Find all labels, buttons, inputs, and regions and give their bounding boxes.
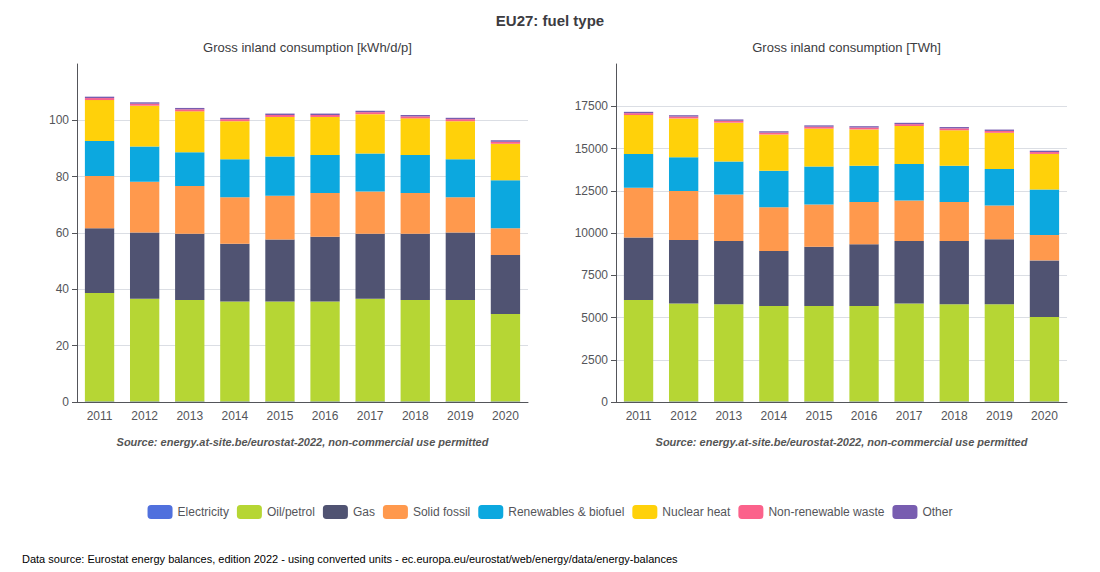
svg-text:Gross inland consumption [TWh]: Gross inland consumption [TWh] [752,40,941,55]
svg-text:Gas: Gas [353,505,375,519]
svg-text:7500: 7500 [581,268,608,282]
svg-text:Non-renewable waste: Non-renewable waste [768,505,884,519]
svg-text:10000: 10000 [575,226,609,240]
svg-text:Nuclear heat: Nuclear heat [662,505,731,519]
svg-text:100: 100 [49,113,69,127]
svg-text:2016: 2016 [851,409,878,423]
svg-text:40: 40 [56,282,70,296]
svg-text:2011: 2011 [626,409,652,423]
svg-text:Electricity: Electricity [178,505,229,519]
svg-text:2012: 2012 [131,409,158,423]
svg-text:17500: 17500 [575,99,609,113]
svg-text:2500: 2500 [581,353,608,367]
svg-text:15000: 15000 [575,142,609,156]
svg-text:Gross inland consumption [kWh/: Gross inland consumption [kWh/d/p] [203,40,412,55]
svg-text:Renewables & biofuel: Renewables & biofuel [508,505,624,519]
svg-text:2020: 2020 [492,409,519,423]
svg-text:Other: Other [922,505,952,519]
svg-text:2014: 2014 [760,409,787,423]
svg-text:12500: 12500 [575,184,609,198]
svg-text:0: 0 [601,395,608,409]
svg-text:2014: 2014 [221,409,248,423]
svg-text:2017: 2017 [357,409,384,423]
svg-text:2013: 2013 [715,409,742,423]
svg-text:5000: 5000 [581,311,608,325]
svg-text:2012: 2012 [670,409,697,423]
svg-text:60: 60 [56,226,70,240]
svg-text:Source: energy.at-site.be/euro: Source: energy.at-site.be/eurostat-2022,… [117,436,489,448]
svg-text:Source: energy.at-site.be/euro: Source: energy.at-site.be/eurostat-2022,… [656,436,1028,448]
svg-text:2015: 2015 [267,409,294,423]
svg-text:Data source: Eurostat energy b: Data source: Eurostat energy balances, e… [22,553,678,565]
svg-text:2015: 2015 [806,409,833,423]
svg-text:2018: 2018 [941,409,968,423]
svg-text:2018: 2018 [402,409,429,423]
svg-text:2019: 2019 [986,409,1013,423]
svg-text:Solid fossil: Solid fossil [413,505,470,519]
svg-text:2011: 2011 [87,409,113,423]
svg-text:20: 20 [56,339,70,353]
svg-text:80: 80 [56,170,70,184]
svg-text:2020: 2020 [1031,409,1058,423]
svg-text:0: 0 [62,395,69,409]
svg-text:2016: 2016 [312,409,339,423]
svg-text:Oil/petrol: Oil/petrol [267,505,315,519]
svg-text:2013: 2013 [176,409,203,423]
svg-text:EU27: fuel type: EU27: fuel type [496,12,604,29]
svg-text:2017: 2017 [896,409,923,423]
svg-text:2019: 2019 [447,409,474,423]
